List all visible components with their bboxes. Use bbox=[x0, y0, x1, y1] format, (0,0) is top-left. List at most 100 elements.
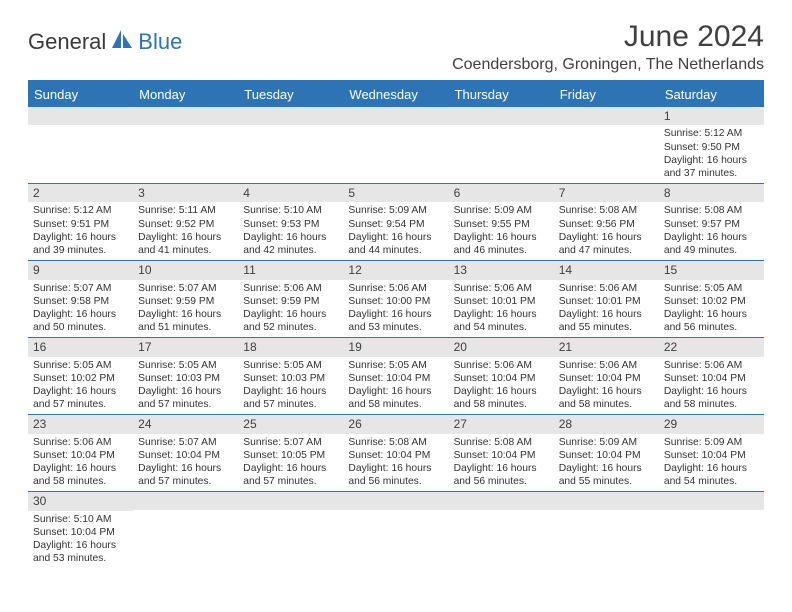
day-number bbox=[554, 107, 659, 125]
day-number: 27 bbox=[449, 415, 554, 433]
calendar-cell: 11Sunrise: 5:06 AMSunset: 9:59 PMDayligh… bbox=[238, 261, 343, 338]
day-body: Sunrise: 5:07 AMSunset: 10:04 PMDaylight… bbox=[133, 434, 238, 492]
day-body: Sunrise: 5:09 AMSunset: 9:55 PMDaylight:… bbox=[449, 202, 554, 260]
day-body: Sunrise: 5:06 AMSunset: 10:04 PMDaylight… bbox=[554, 357, 659, 415]
calendar-cell: 30Sunrise: 5:10 AMSunset: 10:04 PMDaylig… bbox=[28, 492, 133, 569]
calendar-body: 1Sunrise: 5:12 AMSunset: 9:50 PMDaylight… bbox=[28, 107, 764, 568]
day-body: Sunrise: 5:11 AMSunset: 9:52 PMDaylight:… bbox=[133, 202, 238, 260]
day-body: Sunrise: 5:05 AMSunset: 10:02 PMDaylight… bbox=[28, 357, 133, 415]
calendar-cell: 13Sunrise: 5:06 AMSunset: 10:01 PMDaylig… bbox=[449, 261, 554, 338]
day-body: Sunrise: 5:10 AMSunset: 10:04 PMDaylight… bbox=[28, 511, 133, 569]
day-number: 1 bbox=[659, 107, 764, 125]
day-number: 18 bbox=[238, 338, 343, 356]
calendar-cell: 7Sunrise: 5:08 AMSunset: 9:56 PMDaylight… bbox=[554, 184, 659, 261]
day-body: Sunrise: 5:05 AMSunset: 10:03 PMDaylight… bbox=[238, 357, 343, 415]
calendar-row: 23Sunrise: 5:06 AMSunset: 10:04 PMDaylig… bbox=[28, 415, 764, 492]
day-number: 24 bbox=[133, 415, 238, 433]
calendar-cell bbox=[238, 492, 343, 569]
month-title: June 2024 bbox=[452, 20, 764, 54]
day-number bbox=[659, 492, 764, 510]
day-number: 19 bbox=[343, 338, 448, 356]
calendar-cell: 1Sunrise: 5:12 AMSunset: 9:50 PMDaylight… bbox=[659, 107, 764, 184]
calendar-cell bbox=[554, 492, 659, 569]
calendar-cell: 20Sunrise: 5:06 AMSunset: 10:04 PMDaylig… bbox=[449, 338, 554, 415]
day-number: 7 bbox=[554, 184, 659, 202]
calendar-cell: 23Sunrise: 5:06 AMSunset: 10:04 PMDaylig… bbox=[28, 415, 133, 492]
calendar-cell: 4Sunrise: 5:10 AMSunset: 9:53 PMDaylight… bbox=[238, 184, 343, 261]
day-number bbox=[133, 107, 238, 125]
weekday-saturday: Saturday bbox=[659, 81, 764, 107]
calendar-row: 16Sunrise: 5:05 AMSunset: 10:02 PMDaylig… bbox=[28, 338, 764, 415]
calendar-cell: 5Sunrise: 5:09 AMSunset: 9:54 PMDaylight… bbox=[343, 184, 448, 261]
day-body: Sunrise: 5:07 AMSunset: 9:59 PMDaylight:… bbox=[133, 280, 238, 338]
day-number: 20 bbox=[449, 338, 554, 356]
calendar-cell: 24Sunrise: 5:07 AMSunset: 10:04 PMDaylig… bbox=[133, 415, 238, 492]
day-body: Sunrise: 5:08 AMSunset: 10:04 PMDaylight… bbox=[449, 434, 554, 492]
calendar-table: Sunday Monday Tuesday Wednesday Thursday… bbox=[28, 80, 764, 568]
weekday-tuesday: Tuesday bbox=[238, 81, 343, 107]
day-number: 17 bbox=[133, 338, 238, 356]
calendar-cell: 28Sunrise: 5:09 AMSunset: 10:04 PMDaylig… bbox=[554, 415, 659, 492]
day-body: Sunrise: 5:06 AMSunset: 10:01 PMDaylight… bbox=[554, 280, 659, 338]
day-number: 21 bbox=[554, 338, 659, 356]
day-body: Sunrise: 5:12 AMSunset: 9:51 PMDaylight:… bbox=[28, 202, 133, 260]
day-number: 5 bbox=[343, 184, 448, 202]
day-body: Sunrise: 5:10 AMSunset: 9:53 PMDaylight:… bbox=[238, 202, 343, 260]
day-body: Sunrise: 5:09 AMSunset: 10:04 PMDaylight… bbox=[554, 434, 659, 492]
calendar-cell bbox=[449, 492, 554, 569]
calendar-cell: 14Sunrise: 5:06 AMSunset: 10:01 PMDaylig… bbox=[554, 261, 659, 338]
calendar-cell: 26Sunrise: 5:08 AMSunset: 10:04 PMDaylig… bbox=[343, 415, 448, 492]
day-number: 8 bbox=[659, 184, 764, 202]
day-body: Sunrise: 5:08 AMSunset: 9:56 PMDaylight:… bbox=[554, 202, 659, 260]
day-number: 26 bbox=[343, 415, 448, 433]
day-number bbox=[343, 107, 448, 125]
day-number bbox=[28, 107, 133, 125]
day-number: 28 bbox=[554, 415, 659, 433]
day-number: 15 bbox=[659, 261, 764, 279]
calendar-cell: 10Sunrise: 5:07 AMSunset: 9:59 PMDayligh… bbox=[133, 261, 238, 338]
calendar-cell: 29Sunrise: 5:09 AMSunset: 10:04 PMDaylig… bbox=[659, 415, 764, 492]
header: General Blue June 2024 Coendersborg, Gro… bbox=[28, 20, 764, 74]
calendar-cell bbox=[343, 107, 448, 184]
weekday-sunday: Sunday bbox=[28, 81, 133, 107]
weekday-wednesday: Wednesday bbox=[343, 81, 448, 107]
calendar-cell: 16Sunrise: 5:05 AMSunset: 10:02 PMDaylig… bbox=[28, 338, 133, 415]
day-number bbox=[343, 492, 448, 510]
day-body: Sunrise: 5:05 AMSunset: 10:03 PMDaylight… bbox=[133, 357, 238, 415]
day-body: Sunrise: 5:07 AMSunset: 10:05 PMDaylight… bbox=[238, 434, 343, 492]
calendar-cell: 18Sunrise: 5:05 AMSunset: 10:03 PMDaylig… bbox=[238, 338, 343, 415]
day-body: Sunrise: 5:08 AMSunset: 10:04 PMDaylight… bbox=[343, 434, 448, 492]
day-number: 22 bbox=[659, 338, 764, 356]
title-block: June 2024 Coendersborg, Groningen, The N… bbox=[452, 20, 764, 74]
day-number: 6 bbox=[449, 184, 554, 202]
day-number: 2 bbox=[28, 184, 133, 202]
weekday-friday: Friday bbox=[554, 81, 659, 107]
day-number bbox=[449, 492, 554, 510]
day-body: Sunrise: 5:07 AMSunset: 9:58 PMDaylight:… bbox=[28, 280, 133, 338]
calendar-cell bbox=[554, 107, 659, 184]
calendar-cell: 27Sunrise: 5:08 AMSunset: 10:04 PMDaylig… bbox=[449, 415, 554, 492]
calendar-cell: 21Sunrise: 5:06 AMSunset: 10:04 PMDaylig… bbox=[554, 338, 659, 415]
calendar-cell bbox=[343, 492, 448, 569]
logo-text-blue: Blue bbox=[138, 29, 182, 55]
day-body: Sunrise: 5:12 AMSunset: 9:50 PMDaylight:… bbox=[659, 125, 764, 183]
day-number: 14 bbox=[554, 261, 659, 279]
calendar-cell: 25Sunrise: 5:07 AMSunset: 10:05 PMDaylig… bbox=[238, 415, 343, 492]
day-number bbox=[554, 492, 659, 510]
day-number: 25 bbox=[238, 415, 343, 433]
calendar-cell bbox=[133, 492, 238, 569]
day-body: Sunrise: 5:06 AMSunset: 9:59 PMDaylight:… bbox=[238, 280, 343, 338]
day-body: Sunrise: 5:06 AMSunset: 10:04 PMDaylight… bbox=[659, 357, 764, 415]
day-number: 9 bbox=[28, 261, 133, 279]
calendar-cell bbox=[133, 107, 238, 184]
sail-icon bbox=[110, 28, 136, 55]
calendar-cell: 2Sunrise: 5:12 AMSunset: 9:51 PMDaylight… bbox=[28, 184, 133, 261]
day-number: 13 bbox=[449, 261, 554, 279]
logo-text-general: General bbox=[28, 29, 106, 55]
weekday-monday: Monday bbox=[133, 81, 238, 107]
day-number: 3 bbox=[133, 184, 238, 202]
day-number bbox=[238, 107, 343, 125]
calendar-cell: 3Sunrise: 5:11 AMSunset: 9:52 PMDaylight… bbox=[133, 184, 238, 261]
weekday-thursday: Thursday bbox=[449, 81, 554, 107]
calendar-cell: 8Sunrise: 5:08 AMSunset: 9:57 PMDaylight… bbox=[659, 184, 764, 261]
